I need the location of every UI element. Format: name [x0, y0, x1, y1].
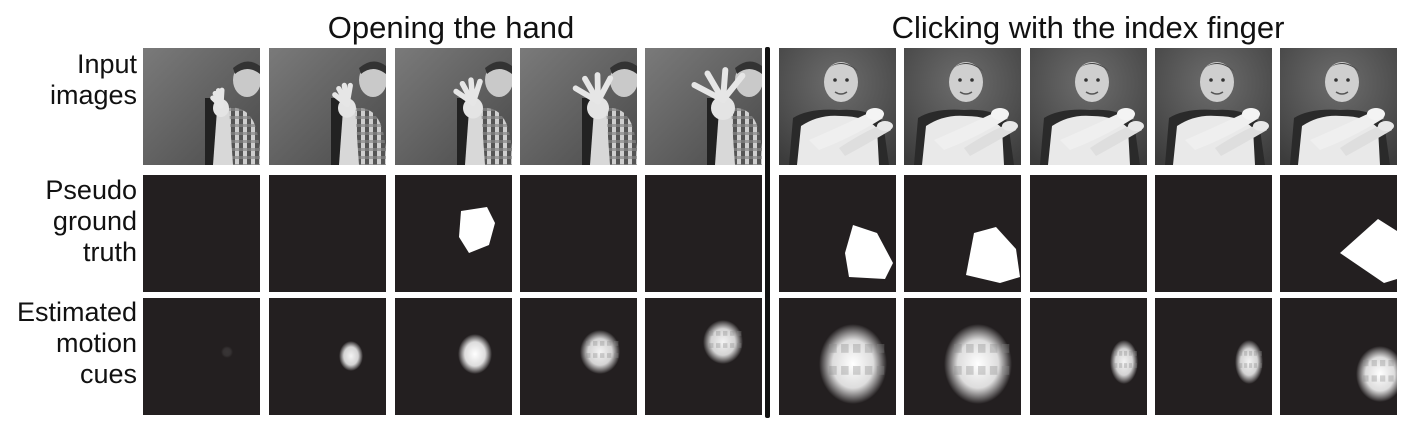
row-label-line: cues	[79, 359, 137, 389]
row-label-line: Estimated	[16, 297, 137, 327]
input-image-1	[143, 48, 260, 165]
input-image-3	[395, 48, 512, 165]
estimated-motion-cue-5	[645, 298, 762, 415]
input-image-5	[645, 48, 762, 165]
group-title-clicking-index-finger: Clicking with the index finger	[891, 10, 1285, 45]
row-label-pseudo-ground-truth: Pseudo ground truth	[0, 175, 137, 268]
row-label-line: images	[49, 80, 137, 110]
input-image-9	[1155, 48, 1272, 165]
row-label-line: truth	[82, 237, 137, 267]
row-label-line: ground	[52, 206, 137, 236]
pseudo-ground-truth-mask-5	[645, 175, 762, 292]
pseudo-ground-truth-mask-8	[1030, 175, 1147, 292]
estimated-motion-cue-3	[395, 298, 512, 415]
estimated-motion-cue-2	[269, 298, 386, 415]
input-image-4	[520, 48, 637, 165]
pseudo-ground-truth-mask-3	[395, 175, 512, 292]
input-image-2	[269, 48, 386, 165]
row-label-line: motion	[55, 328, 137, 358]
estimated-motion-cue-8	[1030, 298, 1147, 415]
input-image-6	[779, 48, 896, 165]
input-image-10	[1280, 48, 1397, 165]
row-label-line: Pseudo	[45, 175, 137, 205]
estimated-motion-cue-7	[904, 298, 1021, 415]
pseudo-ground-truth-mask-10	[1280, 175, 1397, 292]
row-label-estimated-motion-cues: Estimated motion cues	[0, 297, 137, 390]
pseudo-ground-truth-mask-2	[269, 175, 386, 292]
estimated-motion-cue-9	[1155, 298, 1272, 415]
estimated-motion-cue-4	[520, 298, 637, 415]
pseudo-ground-truth-mask-1	[143, 175, 260, 292]
input-image-7	[904, 48, 1021, 165]
pseudo-ground-truth-mask-4	[520, 175, 637, 292]
pseudo-ground-truth-mask-7	[904, 175, 1021, 292]
pseudo-ground-truth-mask-9	[1155, 175, 1272, 292]
estimated-motion-cue-1	[143, 298, 260, 415]
input-image-8	[1030, 48, 1147, 165]
row-label-input-images: Input images	[0, 49, 137, 111]
pseudo-ground-truth-mask-6	[779, 175, 896, 292]
estimated-motion-cue-10	[1280, 298, 1397, 415]
estimated-motion-cue-6	[779, 298, 896, 415]
group-title-opening-hand: Opening the hand	[327, 10, 575, 45]
row-label-line: Input	[76, 49, 137, 79]
group-divider	[765, 47, 770, 418]
